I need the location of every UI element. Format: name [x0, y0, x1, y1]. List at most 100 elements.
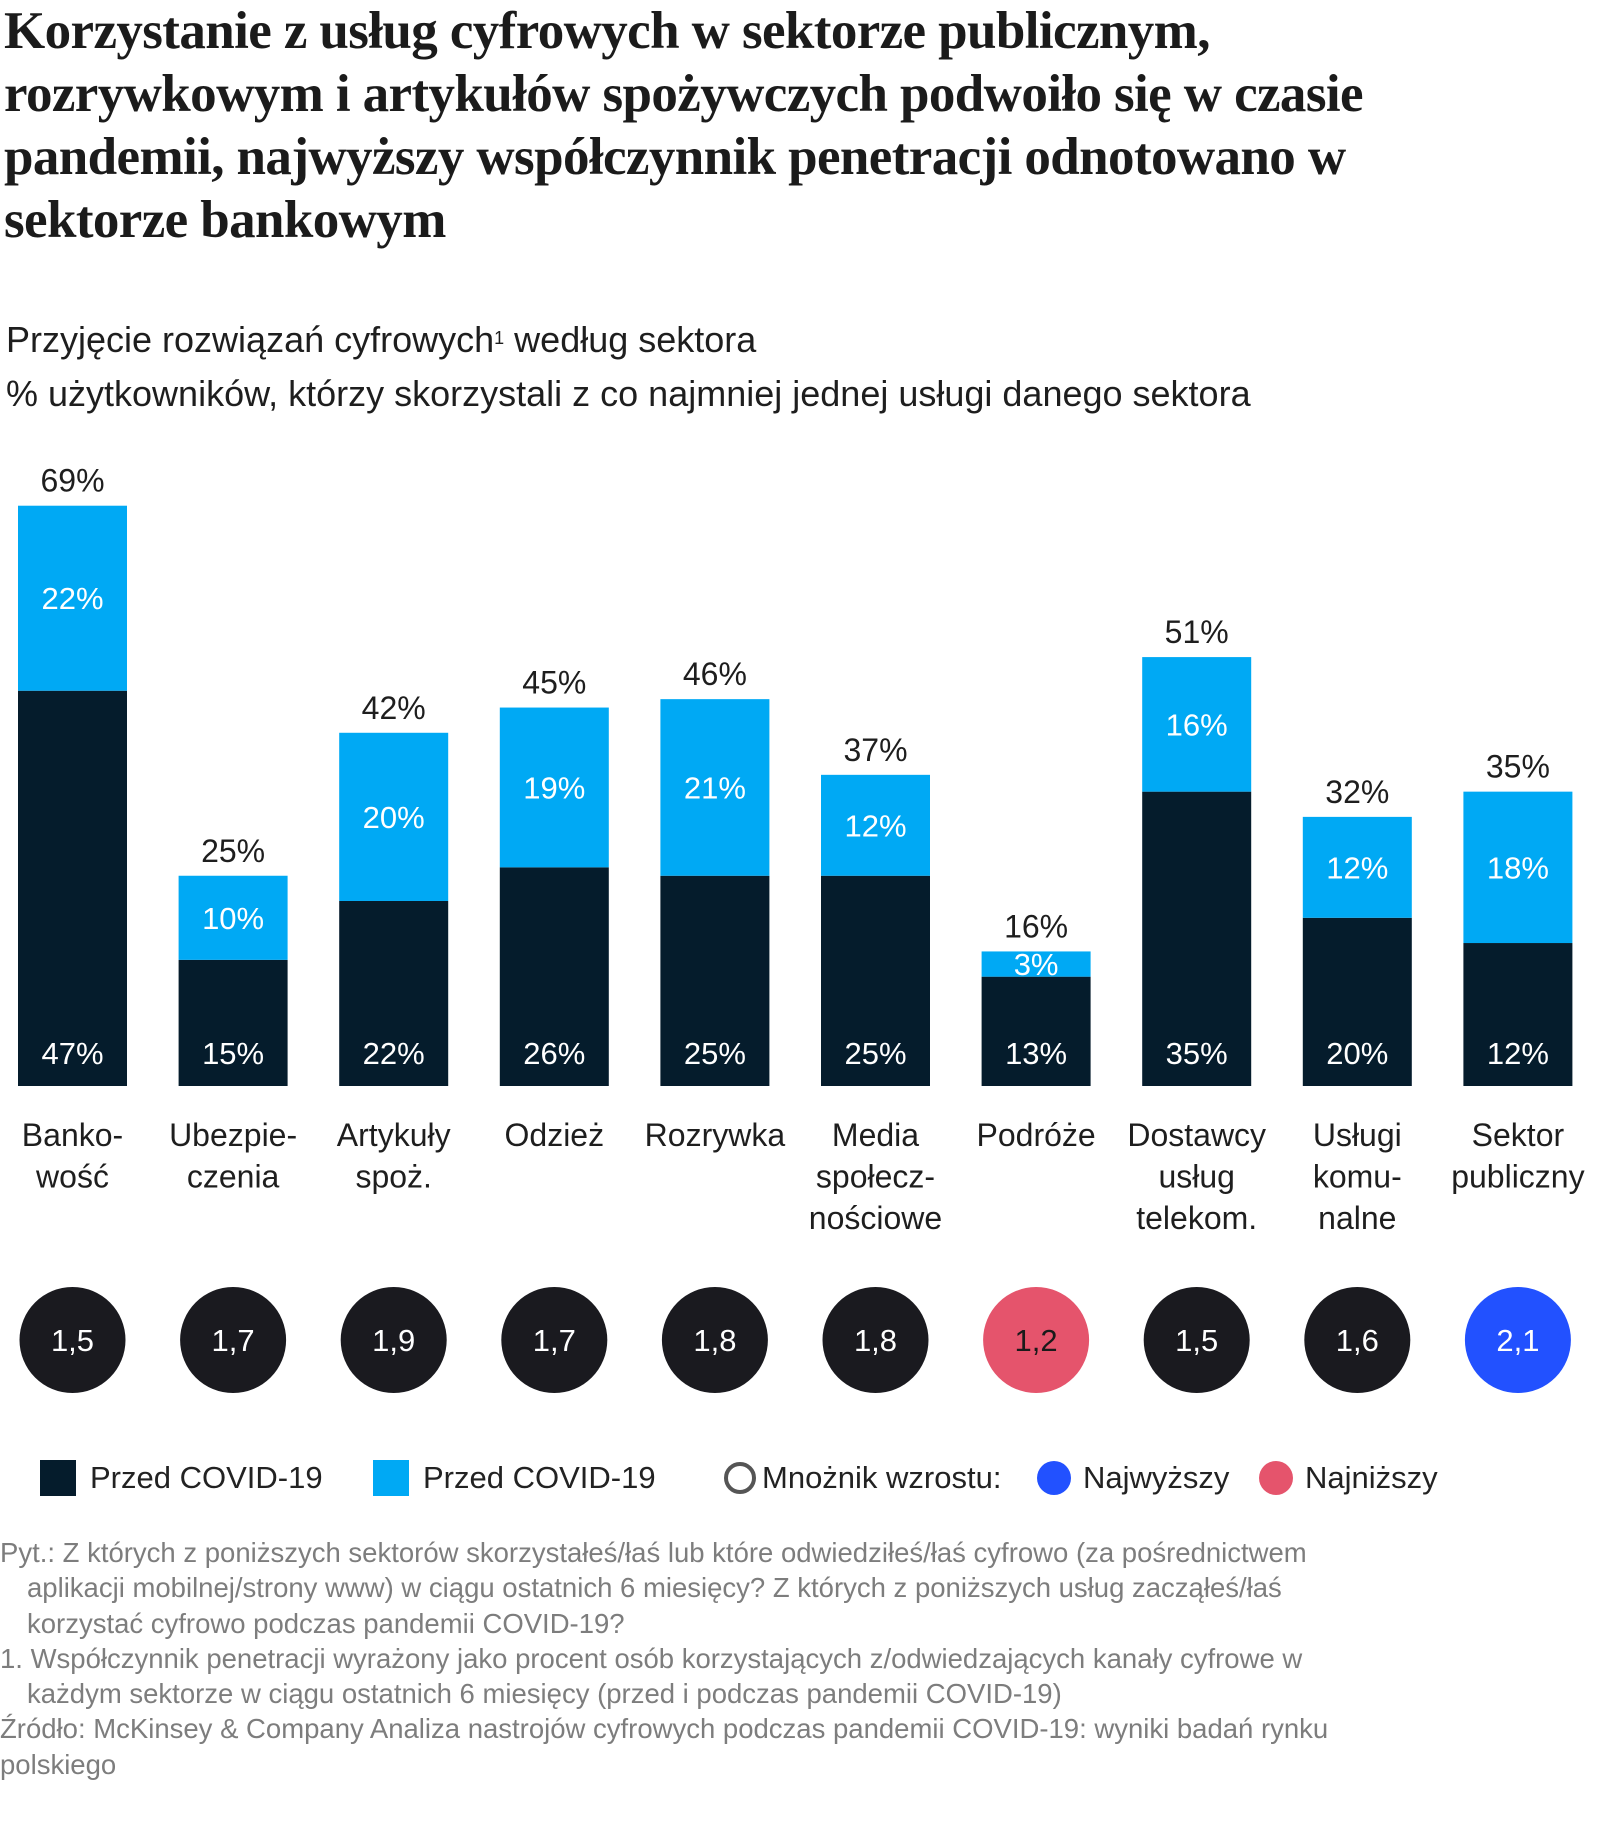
- legend-label-multiplier: Mnożnik wzrostu:: [762, 1460, 1002, 1495]
- growth-multiplier-circle: [1304, 1287, 1411, 1393]
- footnote-line: każdym sektorze w ciągu ostatnich 6 mies…: [27, 1678, 1062, 1710]
- growth-multiplier-value: 1,8: [693, 1323, 736, 1358]
- bar-total-label: 69%: [40, 463, 104, 499]
- growth-multiplier-circle: [180, 1287, 287, 1393]
- bar-before-label: 35%: [1166, 1036, 1228, 1071]
- category-label: komu-: [1313, 1159, 1402, 1195]
- growth-multiplier-circle: [340, 1287, 447, 1393]
- growth-multiplier-circle: [1464, 1287, 1571, 1393]
- bar-segment-before: [18, 690, 127, 1086]
- bar-total-label: 51%: [1165, 614, 1229, 650]
- headline-line: pandemii, najwyższy współczynnik penetra…: [4, 128, 1346, 186]
- category-label: Ubezpie-: [169, 1117, 297, 1153]
- growth-multiplier-value: 1,7: [212, 1323, 255, 1358]
- legend-item-before: Przed COVID-19: [40, 1452, 323, 1504]
- category-label: nalne: [1318, 1200, 1396, 1236]
- bar-segment-before: [1463, 943, 1573, 1086]
- bar-segment-during: [1463, 791, 1573, 944]
- bar-during-label: 16%: [1166, 707, 1228, 742]
- category-label: spoż.: [355, 1159, 431, 1195]
- legend-item-multiplier: Mnożnik wzrostu:: [724, 1452, 1001, 1504]
- bar-during-label: 12%: [844, 808, 906, 843]
- footnote-marker: 1: [494, 328, 505, 348]
- bar-total-label: 42%: [362, 690, 426, 726]
- category-label: Media: [832, 1117, 919, 1153]
- bar-segment-before: [981, 976, 1091, 1086]
- legend-item-highest: Najwyższy: [1037, 1452, 1229, 1504]
- category-label: czenia: [187, 1159, 280, 1195]
- bar-segment-before: [660, 875, 770, 1086]
- footnote-line: aplikacji mobilnej/strony www) w ciągu o…: [27, 1572, 1282, 1604]
- chart-title-text: Przyjęcie rozwiązań cyfrowych: [6, 319, 495, 360]
- category-label: telekom.: [1136, 1200, 1257, 1236]
- bar-segment-during: [981, 951, 1091, 977]
- legend-label-lowest: Najniższy: [1305, 1460, 1438, 1495]
- category-label: Podróże: [977, 1117, 1096, 1153]
- footnote-line: korzystać cyfrowo podczas pandemii COVID…: [27, 1607, 625, 1639]
- source-line: Źródło: McKinsey & Company Analiza nastr…: [0, 1713, 1329, 1745]
- legend-swatch-during: [373, 1460, 409, 1496]
- bar-during-label: 20%: [363, 800, 425, 835]
- bar-segment-during: [18, 505, 127, 691]
- legend-item-lowest: Najniższy: [1259, 1452, 1438, 1504]
- category-label: usług: [1158, 1159, 1235, 1195]
- category-label: wość: [35, 1159, 109, 1195]
- bar-segment-before: [339, 900, 449, 1086]
- category-label: Artykuły: [337, 1117, 451, 1153]
- legend-label-during: Przed COVID-19: [423, 1460, 656, 1495]
- bar-during-label: 18%: [1487, 850, 1549, 885]
- bar-before-label: 47%: [41, 1036, 103, 1071]
- bar-segment-before: [1142, 791, 1252, 1086]
- category-label: Banko-: [22, 1117, 123, 1153]
- category-label: Rozrywka: [645, 1117, 786, 1153]
- lowest-dot-icon: [1259, 1461, 1293, 1495]
- bar-segment-during: [1302, 816, 1412, 918]
- bar-segment-during: [1142, 657, 1252, 792]
- bar-during-label: 22%: [41, 581, 103, 616]
- growth-multiplier-circle: [822, 1287, 929, 1393]
- growth-multiplier-value: 1,5: [1175, 1323, 1218, 1358]
- chart-title-text-end: według sektora: [504, 319, 757, 360]
- bar-total-label: 35%: [1486, 749, 1550, 785]
- bar-during-label: 12%: [1326, 850, 1388, 885]
- bar-total-label: 46%: [683, 656, 747, 692]
- bar-segment-before: [499, 867, 609, 1086]
- category-label: publiczny: [1451, 1159, 1584, 1195]
- bar-total-label: 32%: [1325, 774, 1389, 810]
- bar-segment-before: [1302, 917, 1412, 1086]
- headline-line: Korzystanie z usług cyfrowych w sektorze…: [4, 2, 1210, 60]
- legend-swatch-before: [40, 1460, 76, 1496]
- bar-total-label: 37%: [843, 732, 907, 768]
- bar-segment-before: [821, 875, 930, 1086]
- growth-multiplier-circle: [983, 1287, 1090, 1393]
- bar-during-label: 21%: [684, 770, 746, 805]
- legend: Przed COVID-19 Przed COVID-19 Mnożnik wz…: [0, 1452, 1604, 1504]
- growth-multiplier-value: 1,9: [372, 1323, 415, 1358]
- chart-title: Przyjęcie rozwiązań cyfrowych1 według se…: [6, 318, 756, 362]
- headline-line: rozrywkowym i artykułów spożywczych podw…: [4, 65, 1363, 123]
- category-label: Usługi: [1313, 1117, 1402, 1153]
- footnote-line: 1. Współczynnik penetracji wyrażony jako…: [0, 1642, 1303, 1674]
- legend-item-during: Przed COVID-19: [373, 1452, 656, 1504]
- footnote-line: Pyt.: Z których z poniższych sektorów sk…: [0, 1537, 1307, 1568]
- legend-label-before: Przed COVID-19: [90, 1460, 323, 1495]
- bar-total-label: 25%: [201, 833, 265, 869]
- bar-before-label: 20%: [1326, 1036, 1388, 1071]
- footnotes: Pyt.: Z których z poniższych sektorów sk…: [0, 1535, 1560, 1782]
- bar-before-label: 15%: [202, 1036, 264, 1071]
- bar-segment-during: [660, 699, 770, 876]
- stacked-bar-chart: 69% 22% 47% Banko-wość 1,5 25% 10% 15% Ubezpie-c…: [18, 463, 1585, 1393]
- source-line: polskiego: [0, 1748, 117, 1780]
- growth-multiplier-value: 1,8: [854, 1323, 897, 1358]
- category-label: nościowe: [809, 1200, 942, 1236]
- category-label: Sektor: [1472, 1117, 1565, 1153]
- growth-multiplier-circle: [1143, 1287, 1250, 1393]
- bar-segment-during: [499, 707, 609, 868]
- bar-before-label: 12%: [1487, 1036, 1549, 1071]
- bar-during-label: 10%: [202, 901, 264, 936]
- headline-line: sektorze bankowym: [4, 191, 446, 249]
- category-label: społecz-: [816, 1159, 935, 1195]
- bar-during-label: 19%: [523, 770, 585, 805]
- growth-multiplier-circle: [501, 1287, 608, 1393]
- growth-multiplier-value: 1,6: [1336, 1323, 1379, 1358]
